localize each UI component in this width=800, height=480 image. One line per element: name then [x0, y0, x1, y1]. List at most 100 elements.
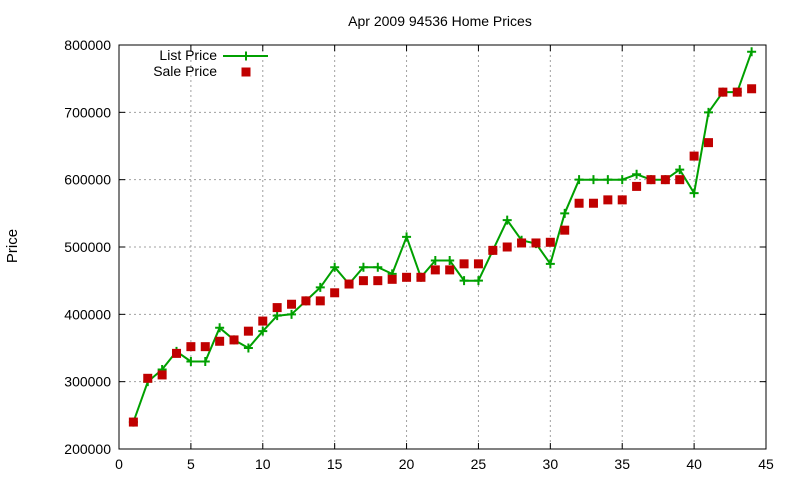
sale-price-point [258, 316, 268, 326]
list-price-point [330, 262, 340, 272]
sale-price-point [215, 336, 225, 346]
legend-marker-list-price [241, 51, 251, 61]
sale-price-point [574, 198, 584, 208]
x-tick-label: 35 [614, 456, 630, 472]
plot-border [118, 44, 767, 450]
list-price-point [502, 215, 512, 225]
list-price-point [473, 276, 483, 286]
x-tick-label: 15 [327, 456, 343, 472]
sale-price-point [430, 265, 440, 275]
sale-price-point [502, 242, 512, 252]
list-price-point [445, 255, 455, 265]
y-tick-label: 200000 [64, 441, 111, 457]
list-price-point [200, 356, 210, 366]
sale-price-point [718, 87, 728, 97]
sale-price-point [732, 87, 742, 97]
sale-price-point [287, 299, 297, 309]
sale-price-point [157, 370, 167, 380]
list-price-point [747, 47, 757, 57]
legend-label-sale-price: Sale Price [153, 63, 217, 79]
sale-price-point [747, 84, 757, 94]
sale-price-point [517, 238, 527, 248]
list-price-point [243, 343, 253, 353]
list-price-point [430, 255, 440, 265]
sale-price-point [459, 259, 469, 269]
y-axis-label: Price [4, 229, 21, 263]
x-tick-label: 45 [758, 456, 774, 472]
list-price-point [186, 356, 196, 366]
list-price-point [315, 282, 325, 292]
sale-price-point [416, 272, 426, 282]
sale-price-point [373, 276, 383, 286]
sale-price-point [200, 342, 210, 352]
sale-price-point [143, 373, 153, 383]
list-price-point [272, 311, 282, 321]
y-tick-label: 400000 [64, 306, 111, 322]
legend-marker-sale-price [241, 67, 251, 77]
list-price-point [574, 175, 584, 185]
list-price-point [258, 326, 268, 336]
sale-price-point [344, 279, 354, 289]
list-price-point [603, 175, 613, 185]
axis-ticks: 0 5 10 15 20 25 30 35 40 45 200000 300000 400000 5000… [64, 37, 774, 472]
sale-price-point [617, 195, 627, 205]
list-price-point [689, 188, 699, 198]
sale-price-point [531, 238, 541, 248]
x-tick-label: 30 [543, 456, 559, 472]
list-price-point [632, 169, 642, 179]
list-price-point [703, 107, 713, 117]
x-tick-label: 0 [115, 456, 123, 472]
y-tick-label: 800000 [64, 37, 111, 53]
list-price-point [402, 232, 412, 242]
sale-price-point [186, 342, 196, 352]
list-price-point [588, 175, 598, 185]
list-price-point [373, 262, 383, 272]
x-tick-label: 25 [471, 456, 487, 472]
sale-price-point [402, 272, 412, 282]
sale-price-point [229, 335, 239, 345]
list-price-point [617, 175, 627, 185]
y-tick-label: 600000 [64, 172, 111, 188]
sale-price-point [545, 237, 555, 247]
y-tick-label: 500000 [64, 239, 111, 255]
chart-title: Apr 2009 94536 Home Prices [348, 13, 532, 29]
sale-price-point [301, 296, 311, 306]
sale-price-point [315, 296, 325, 306]
sale-price-point [445, 265, 455, 275]
sale-price-point [560, 225, 570, 235]
legend: List Price Sale Price [153, 47, 268, 79]
sale-price-point [387, 274, 397, 284]
series [128, 47, 757, 427]
sale-price-point [128, 417, 138, 427]
sale-price-point [660, 175, 670, 185]
sale-price-point [588, 198, 598, 208]
legend-label-list-price: List Price [159, 47, 217, 63]
sale-price-point [632, 181, 642, 191]
list-price-point [459, 276, 469, 286]
sale-price-point [172, 348, 182, 358]
y-tick-label: 300000 [64, 374, 111, 390]
sale-price-point [675, 175, 685, 185]
list-price-point [545, 259, 555, 269]
sale-price-point [703, 138, 713, 148]
sale-price-point [646, 175, 656, 185]
sale-price-point [473, 259, 483, 269]
y-tick-label: 700000 [64, 104, 111, 120]
x-tick-label: 20 [399, 456, 415, 472]
x-tick-label: 40 [686, 456, 702, 472]
x-tick-label: 5 [187, 456, 195, 472]
list-price-point [560, 208, 570, 218]
sale-price-point [272, 303, 282, 313]
list-price-point [675, 165, 685, 175]
list-price-point [215, 323, 225, 333]
list-price-point [287, 309, 297, 319]
list-price-line [132, 51, 753, 423]
sale-price-point [689, 151, 699, 161]
sale-price-point [488, 245, 498, 255]
sale-price-point [603, 195, 613, 205]
x-tick-label: 10 [255, 456, 271, 472]
list-price-point [358, 262, 368, 272]
sale-price-point [330, 288, 340, 298]
grid [119, 45, 766, 449]
